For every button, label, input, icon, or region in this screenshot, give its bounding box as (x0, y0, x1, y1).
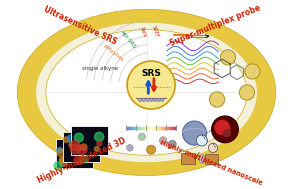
Circle shape (74, 133, 83, 142)
Circle shape (220, 50, 236, 65)
Circle shape (73, 134, 83, 144)
Circle shape (77, 145, 87, 155)
Circle shape (74, 154, 79, 159)
Circle shape (239, 85, 255, 100)
Circle shape (127, 61, 175, 109)
Circle shape (95, 147, 99, 151)
Circle shape (65, 141, 74, 150)
FancyBboxPatch shape (63, 132, 100, 162)
Circle shape (183, 121, 207, 145)
Circle shape (138, 98, 142, 101)
FancyBboxPatch shape (71, 126, 108, 155)
Text: SRS: SRS (141, 70, 161, 78)
Text: Rols: Rols (139, 27, 147, 38)
Circle shape (138, 133, 145, 140)
Circle shape (146, 98, 149, 101)
Circle shape (97, 141, 102, 146)
FancyBboxPatch shape (56, 139, 93, 168)
Ellipse shape (36, 22, 257, 163)
Circle shape (196, 135, 207, 146)
Circle shape (64, 137, 69, 143)
FancyBboxPatch shape (181, 153, 195, 163)
Circle shape (159, 137, 167, 144)
FancyBboxPatch shape (205, 154, 218, 164)
Circle shape (127, 145, 133, 151)
Circle shape (59, 158, 68, 166)
Circle shape (70, 141, 80, 150)
Text: single alkyne: single alkyne (82, 66, 118, 71)
Circle shape (57, 147, 62, 153)
Text: polyynes: polyynes (102, 43, 124, 63)
Circle shape (85, 147, 93, 154)
Text: Super-multiplex probe: Super-multiplex probe (169, 4, 263, 48)
Circle shape (95, 132, 104, 141)
Circle shape (149, 98, 153, 101)
Circle shape (146, 145, 156, 154)
Circle shape (67, 135, 75, 142)
Circle shape (74, 155, 84, 165)
Circle shape (214, 120, 230, 135)
Text: SREF: SREF (151, 25, 159, 38)
Text: Highly-multiplexed nanoscale: Highly-multiplexed nanoscale (159, 139, 263, 186)
Ellipse shape (46, 30, 247, 155)
Circle shape (81, 144, 87, 150)
Text: epr-SRS: epr-SRS (120, 30, 137, 50)
Circle shape (54, 162, 62, 170)
Circle shape (57, 149, 64, 156)
Circle shape (208, 143, 218, 153)
Circle shape (245, 64, 260, 79)
Circle shape (81, 149, 89, 157)
Circle shape (88, 150, 93, 156)
Ellipse shape (17, 9, 276, 176)
Ellipse shape (199, 155, 205, 163)
Circle shape (161, 98, 164, 101)
Circle shape (153, 98, 156, 101)
Circle shape (69, 141, 76, 148)
Circle shape (59, 157, 65, 163)
Text: Highly-multiplexed 3D: Highly-multiplexed 3D (36, 136, 127, 185)
Circle shape (168, 140, 176, 148)
Circle shape (70, 144, 80, 154)
Text: Ultrasensitive SRS: Ultrasensitive SRS (42, 5, 118, 47)
Circle shape (142, 98, 145, 101)
Circle shape (80, 155, 88, 163)
Circle shape (223, 129, 231, 137)
Circle shape (157, 98, 160, 101)
Circle shape (212, 116, 239, 143)
Circle shape (209, 92, 225, 107)
